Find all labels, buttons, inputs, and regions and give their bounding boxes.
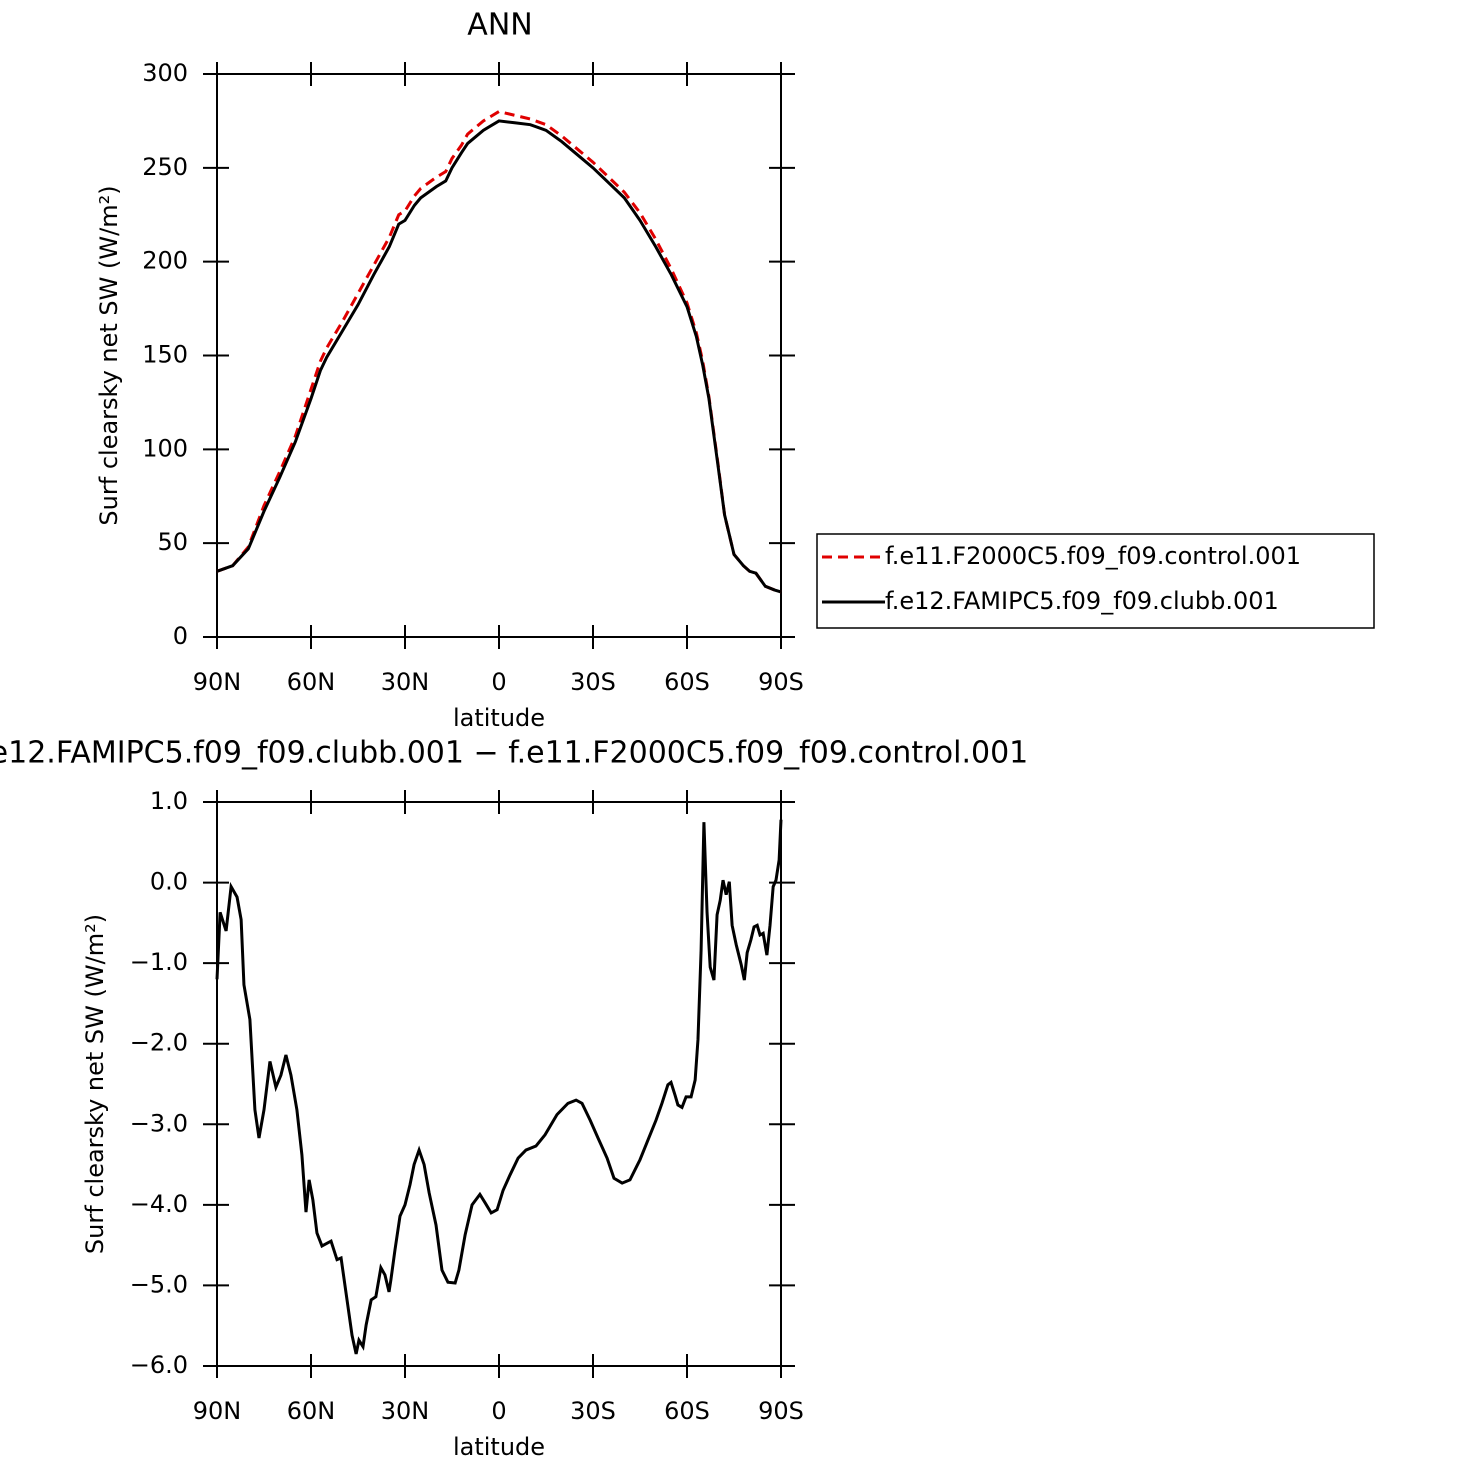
- y-tick-label: 50: [157, 528, 188, 556]
- x-tick-label: 60S: [664, 1397, 710, 1425]
- y-tick-label: −1.0: [130, 948, 188, 976]
- x-axis-label: latitude: [453, 704, 545, 732]
- y-tick-label: −2.0: [130, 1029, 188, 1057]
- y-tick-label: 250: [142, 153, 188, 181]
- x-tick-label: 90N: [193, 668, 242, 696]
- x-tick-label: 30S: [570, 668, 616, 696]
- y-axis-label: Surf clearsky net SW (W/m²): [95, 185, 123, 525]
- y-tick-label: 0: [173, 622, 188, 650]
- x-tick-label: 60S: [664, 668, 710, 696]
- legend-label: f.e12.FAMIPC5.f09_f09.clubb.001: [885, 587, 1279, 615]
- y-tick-label: 100: [142, 434, 188, 462]
- y-tick-label: 200: [142, 247, 188, 275]
- x-tick-label: 30N: [381, 668, 430, 696]
- x-tick-label: 30N: [381, 1397, 430, 1425]
- x-tick-label: 90S: [758, 1397, 804, 1425]
- y-tick-label: 1.0: [150, 787, 188, 815]
- x-tick-label: 0: [491, 1397, 506, 1425]
- legend-label: f.e11.F2000C5.f09_f09.control.001: [885, 542, 1301, 570]
- y-tick-label: 300: [142, 59, 188, 87]
- x-tick-label: 90N: [193, 1397, 242, 1425]
- y-tick-label: −6.0: [130, 1351, 188, 1379]
- y-tick-label: −4.0: [130, 1190, 188, 1218]
- y-tick-label: −3.0: [130, 1109, 188, 1137]
- plot-frame: [216, 801, 782, 1367]
- data-line: [216, 119, 782, 594]
- y-tick-label: −5.0: [130, 1270, 188, 1298]
- chart-title: ANN: [467, 8, 532, 43]
- y-axis-label: Surf clearsky net SW (W/m²): [81, 914, 109, 1254]
- legend-box: [816, 533, 1375, 629]
- x-tick-label: 30S: [570, 1397, 616, 1425]
- chart-title: f.e12.FAMIPC5.f09_f09.clubb.001 − f.e11.…: [0, 736, 1028, 771]
- plot-frame: [216, 73, 782, 638]
- x-tick-label: 0: [491, 668, 506, 696]
- y-tick-label: 150: [142, 341, 188, 369]
- data-line: [215, 819, 783, 1355]
- data-line: [216, 109, 782, 594]
- y-tick-label: 0.0: [150, 868, 188, 896]
- x-tick-label: 60N: [287, 1397, 336, 1425]
- x-axis-label: latitude: [453, 1433, 545, 1461]
- x-tick-label: 90S: [758, 668, 804, 696]
- x-tick-label: 60N: [287, 668, 336, 696]
